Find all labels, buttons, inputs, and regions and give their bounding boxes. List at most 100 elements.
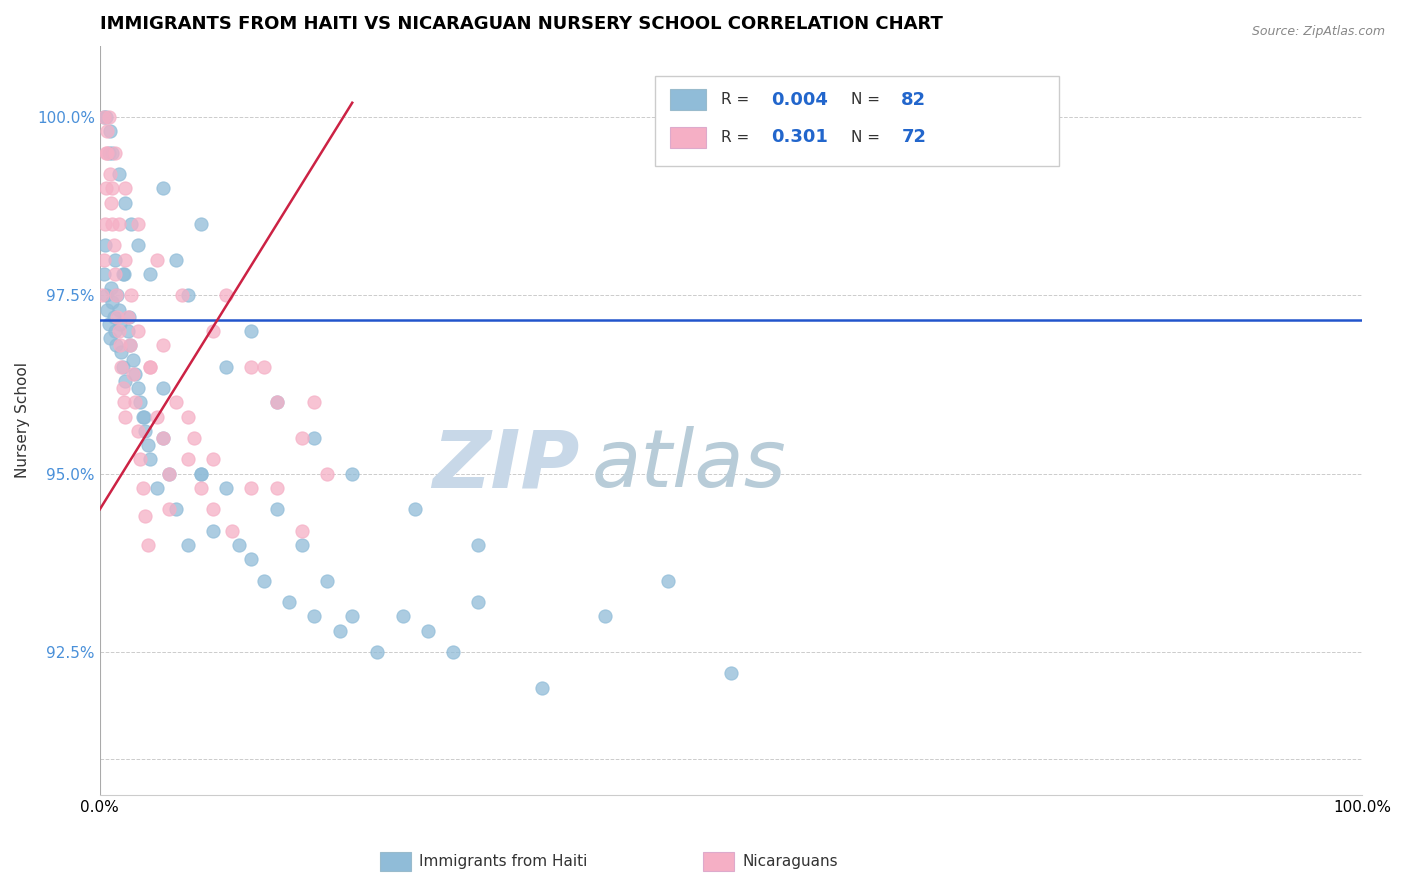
Point [121,367,143,381]
Point [190,481,212,495]
Point [103,310,125,324]
Point [132,481,155,495]
Point [120,338,142,352]
Point [107,288,129,302]
Point [108,338,131,352]
Point [467,595,489,609]
Point [127,238,149,252]
Point [253,574,276,588]
Point [104,252,127,267]
Point [342,467,364,481]
Point [157,467,180,481]
Point [316,574,339,588]
Point [107,324,129,338]
Point [152,181,174,195]
Point [127,217,149,231]
Y-axis label: Nursery School: Nursery School [15,362,30,478]
Point [93,267,115,281]
Point [240,481,263,495]
Text: R =: R = [721,129,754,145]
Point [93,252,115,267]
Point [114,195,136,210]
Point [240,324,263,338]
Point [720,666,742,681]
Point [110,359,132,374]
Point [391,609,413,624]
Point [139,359,162,374]
Point [304,609,326,624]
Point [441,645,464,659]
Point [165,395,187,409]
Point [91,288,114,302]
Point [157,502,180,516]
Point [134,424,156,438]
Point [152,381,174,395]
FancyBboxPatch shape [671,127,706,147]
Point [103,238,125,252]
Point [111,381,134,395]
Point [329,624,352,638]
Point [114,409,136,424]
Point [416,624,439,638]
Point [114,374,136,388]
Text: Source: ZipAtlas.com: Source: ZipAtlas.com [1251,25,1385,38]
Text: 72: 72 [901,128,927,146]
Point [202,452,225,467]
Point [253,359,276,374]
Point [96,145,118,160]
Point [139,359,162,374]
Point [304,431,326,445]
Point [266,481,288,495]
Point [291,431,314,445]
Point [107,310,129,324]
Point [165,502,187,516]
Point [366,645,388,659]
Point [124,395,146,409]
Point [266,395,288,409]
Point [100,281,122,295]
Point [202,324,225,338]
Text: N =: N = [851,92,884,107]
Point [132,409,155,424]
Point [291,538,314,552]
Point [114,181,136,195]
Point [117,310,139,324]
Point [266,502,288,516]
Point [177,538,200,552]
Point [183,431,205,445]
Point [132,409,155,424]
Point [657,574,679,588]
Point [120,217,142,231]
Text: atlas: atlas [592,426,787,504]
Point [105,288,128,302]
Point [202,524,225,538]
Point [165,252,187,267]
Point [94,181,117,195]
Point [104,267,127,281]
Point [96,124,118,138]
Point [97,317,120,331]
Bar [703,852,734,871]
Point [177,452,200,467]
Point [177,288,200,302]
Point [134,509,156,524]
Point [316,467,339,481]
Point [124,367,146,381]
Point [120,338,142,352]
Point [136,438,159,452]
Point [170,288,193,302]
Point [97,110,120,124]
Point [93,110,115,124]
Text: Immigrants from Haiti: Immigrants from Haiti [419,855,588,869]
Point [266,395,288,409]
Point [111,267,134,281]
Point [97,145,120,160]
Point [94,288,117,302]
Text: Nicaraguans: Nicaraguans [742,855,838,869]
Point [139,452,162,467]
Text: 0.004: 0.004 [772,91,828,109]
Point [145,409,167,424]
Point [112,267,135,281]
Point [190,217,212,231]
Point [98,167,121,181]
